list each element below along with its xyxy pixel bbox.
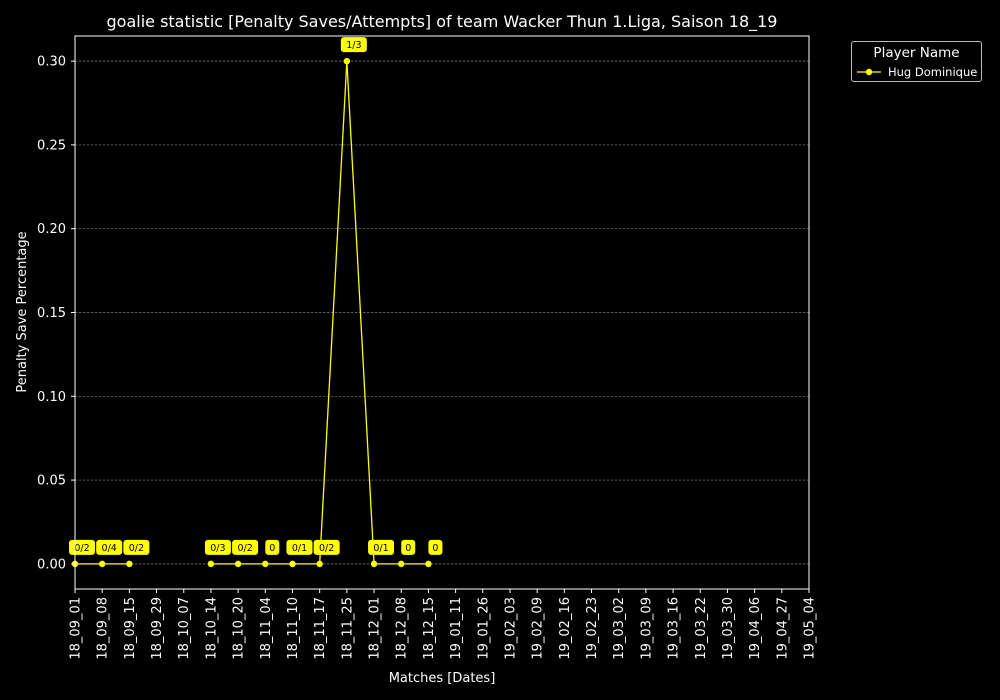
data-label-box — [428, 539, 443, 555]
y-tick-label: 0.30 — [37, 55, 66, 70]
legend: Player Name Hug Dominique — [851, 41, 982, 82]
data-label-box — [265, 539, 280, 555]
legend-line-marker-icon — [857, 68, 881, 76]
data-label-box — [286, 539, 313, 555]
data-label-box — [340, 37, 367, 53]
x-tick-label: 19_03_22 — [694, 597, 709, 660]
data-point — [425, 560, 432, 568]
data-label-box — [368, 539, 395, 555]
data-point — [126, 560, 133, 568]
x-tick-label: 18_11_04 — [259, 597, 274, 660]
y-tick-label: 0.25 — [37, 138, 66, 153]
x-axis-ticks: 18_09_01 18_09_08 18_09_15 18_09_29 18_10_07… — [69, 589, 818, 660]
data-label-box — [232, 539, 259, 555]
data-point — [316, 560, 323, 568]
data-points — [71, 57, 432, 568]
data-point — [207, 560, 215, 568]
y-axis-label: Penalty Save Percentage — [15, 231, 30, 392]
legend-title: Player Name — [873, 45, 960, 61]
data-label: 0/2 — [319, 543, 334, 554]
x-tick-label: 18_09_01 — [69, 597, 84, 660]
data-label: 0 — [405, 543, 411, 554]
grid-lines — [75, 60, 809, 565]
x-tick-label: 19_01_11 — [449, 597, 464, 660]
y-tick-label: 0.05 — [37, 474, 66, 489]
x-tick-label: 19_03_30 — [721, 597, 736, 660]
legend-item: Hug Dominique — [856, 65, 982, 79]
x-axis-label: Matches [Dates] — [389, 671, 496, 686]
x-tick-label: 18_12_01 — [368, 597, 383, 660]
data-label-box — [401, 539, 416, 555]
y-tick-label: 0.15 — [37, 306, 66, 321]
legend-label: Hug Dominique — [888, 65, 978, 79]
x-tick-label: 19_02_16 — [558, 597, 573, 660]
chart-title: goalie statistic [Penalty Saves/Attempts… — [107, 12, 778, 32]
plot-frame — [74, 35, 810, 590]
y-axis-ticks: 0.00 0.05 0.10 0.15 0.20 0.25 0.30 — [37, 55, 75, 572]
data-labels: 0/2 0/4 0/2 0/3 0/2 0 0/1 0/2 1/3 0/1 0 0 — [69, 37, 443, 555]
data-label: 0/2 — [74, 543, 89, 554]
data-label-box — [123, 539, 150, 555]
data-label: 1/3 — [346, 40, 361, 51]
x-tick-label: 19_04_27 — [775, 597, 790, 660]
x-tick-label: 18_09_29 — [150, 597, 165, 660]
data-label: 0/1 — [292, 543, 307, 554]
data-label: 0/2 — [129, 543, 144, 554]
x-tick-label: 18_11_17 — [313, 597, 328, 660]
data-point — [398, 560, 405, 568]
data-point — [343, 57, 351, 65]
x-tick-label: 18_09_08 — [96, 597, 111, 660]
data-label-box — [313, 539, 340, 555]
data-label-box — [204, 539, 231, 555]
x-tick-label: 18_11_25 — [340, 597, 355, 660]
data-point — [289, 560, 296, 568]
x-tick-label: 19_05_04 — [803, 597, 818, 660]
y-tick-label: 0.00 — [37, 557, 66, 572]
data-label: 0/2 — [237, 543, 252, 554]
x-tick-label: 19_02_03 — [503, 597, 518, 660]
data-label: 0/1 — [373, 543, 388, 554]
x-tick-label: 18_10_07 — [177, 597, 192, 660]
x-tick-label: 19_04_06 — [748, 597, 763, 660]
x-tick-label: 19_02_23 — [585, 597, 600, 660]
y-tick-label: 0.10 — [37, 390, 66, 405]
x-tick-label: 19_03_02 — [612, 597, 627, 660]
x-tick-label: 19_02_09 — [531, 597, 546, 660]
x-tick-label: 18_10_20 — [232, 597, 247, 660]
data-label: 0 — [432, 543, 438, 554]
y-tick-label: 0.20 — [37, 222, 66, 237]
x-tick-label: 18_09_15 — [123, 597, 138, 660]
x-tick-label: 19_01_26 — [476, 597, 491, 660]
data-point — [98, 560, 106, 568]
x-tick-label: 19_03_09 — [639, 597, 654, 660]
x-tick-label: 18_10_14 — [204, 597, 219, 660]
data-label: 0 — [269, 543, 275, 554]
data-label-box — [96, 539, 123, 555]
x-tick-label: 18_12_15 — [422, 597, 437, 660]
x-tick-label: 18_11_10 — [286, 597, 301, 660]
x-tick-label: 19_03_16 — [667, 597, 682, 660]
data-label: 0/3 — [210, 543, 225, 554]
data-label: 0/4 — [102, 543, 117, 554]
x-tick-label: 18_12_08 — [395, 597, 410, 660]
data-point — [234, 560, 242, 568]
data-point — [262, 560, 269, 568]
data-point — [370, 560, 378, 568]
